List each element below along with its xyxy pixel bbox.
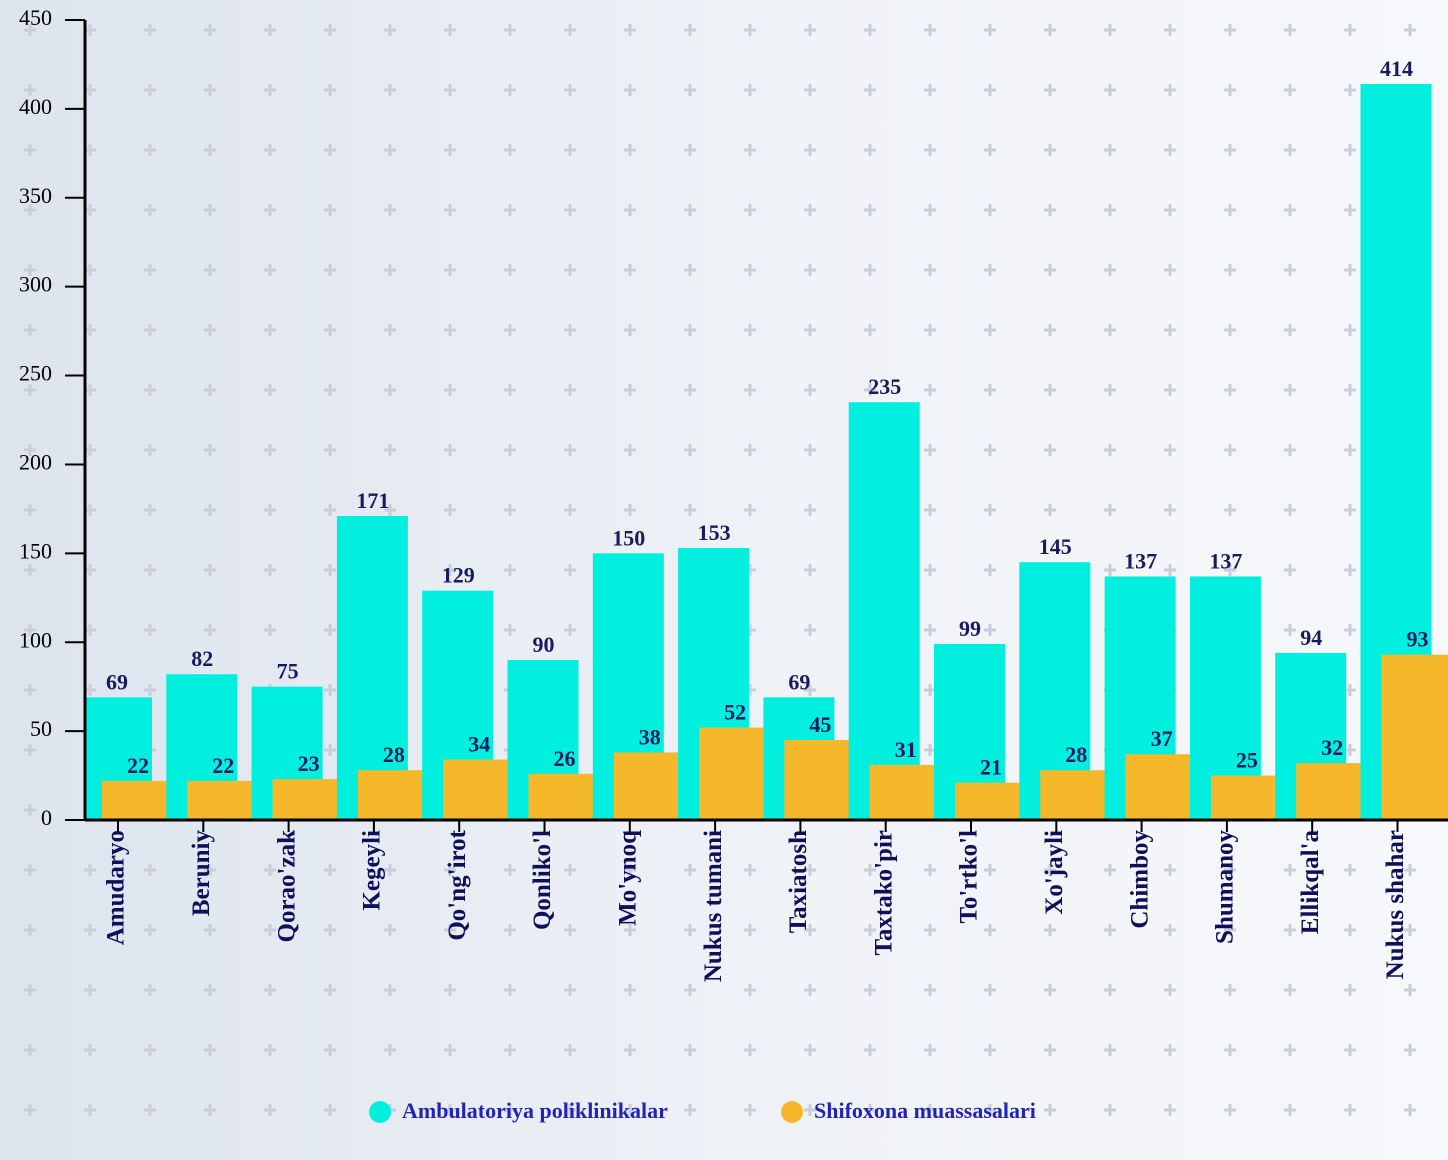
x-tick-label: Taxiatosh bbox=[785, 830, 812, 933]
value-label: 37 bbox=[1151, 726, 1173, 751]
value-label: 23 bbox=[298, 751, 320, 776]
x-tick-label: To'rtko'l bbox=[956, 830, 983, 924]
bar bbox=[613, 752, 684, 820]
y-tick-label: 450 bbox=[19, 5, 52, 30]
x-tick-label: Qonliko'l bbox=[529, 830, 556, 930]
value-label: 69 bbox=[788, 669, 810, 694]
value-label: 22 bbox=[127, 753, 149, 778]
value-label: 28 bbox=[383, 742, 405, 767]
value-label: 414 bbox=[1380, 56, 1413, 81]
x-tick-label: Chimboy bbox=[1126, 830, 1153, 929]
value-label: 26 bbox=[554, 746, 576, 771]
value-label: 75 bbox=[277, 659, 299, 684]
y-tick-label: 100 bbox=[19, 627, 52, 652]
y-tick-label: 300 bbox=[19, 272, 52, 297]
value-label: 28 bbox=[1065, 742, 1087, 767]
bar bbox=[955, 782, 1025, 820]
bar bbox=[1040, 770, 1111, 820]
bar bbox=[187, 780, 258, 820]
value-label: 137 bbox=[1124, 548, 1157, 573]
value-label: 32 bbox=[1321, 735, 1343, 760]
value-label: 94 bbox=[1300, 625, 1322, 650]
value-label: 153 bbox=[698, 520, 731, 545]
value-label: 69 bbox=[106, 669, 128, 694]
value-label: 90 bbox=[533, 632, 555, 657]
value-label: 171 bbox=[356, 488, 389, 513]
value-label: 235 bbox=[868, 374, 901, 399]
bar bbox=[357, 770, 428, 820]
x-tick-label: Nukus tumani bbox=[700, 830, 727, 982]
x-tick-label: Ellikqal'a bbox=[1297, 830, 1324, 935]
bar bbox=[699, 727, 770, 820]
bar bbox=[1210, 775, 1281, 820]
bar bbox=[443, 759, 514, 820]
x-tick-label: Amudaryo bbox=[103, 830, 130, 945]
y-tick-label: 50 bbox=[30, 716, 52, 741]
value-label: 34 bbox=[468, 732, 490, 757]
plot: 0 50 100 150 200 250 300 350 400 450 69 22 Amudaryo 8… bbox=[19, 5, 1448, 1123]
x-tick-label: Mo'ynoq bbox=[615, 830, 642, 926]
bar bbox=[1125, 754, 1196, 820]
value-label: 82 bbox=[191, 646, 213, 671]
value-label: 45 bbox=[809, 712, 831, 737]
bar bbox=[1296, 763, 1367, 820]
bar bbox=[102, 780, 172, 820]
y-tick-label: 0 bbox=[41, 805, 52, 830]
bar bbox=[848, 402, 920, 820]
x-tick-label: Beruniy bbox=[188, 830, 215, 917]
x-tick-label: Shumanoy bbox=[1212, 830, 1239, 944]
x-tick-label: Taxtako'pir bbox=[870, 830, 897, 956]
bar bbox=[1381, 654, 1448, 820]
y-tick-label: 200 bbox=[19, 449, 52, 474]
value-label: 129 bbox=[442, 563, 475, 588]
value-label: 150 bbox=[612, 525, 645, 550]
x-tick-label: Nukus shahar bbox=[1382, 830, 1409, 979]
x-tick-label: Qo'ng'irot bbox=[444, 829, 471, 940]
value-label: 25 bbox=[1236, 748, 1258, 773]
legend-marker bbox=[781, 1101, 803, 1123]
legend-label: Shifoxona muassasalari bbox=[814, 1098, 1036, 1123]
value-label: 52 bbox=[724, 700, 746, 725]
legend-label: Ambulatoriya poliklinikalar bbox=[402, 1098, 668, 1123]
y-tick-label: 350 bbox=[19, 183, 52, 208]
bar bbox=[528, 773, 599, 820]
x-tick-label: Qorao'zak bbox=[273, 830, 300, 943]
value-label: 21 bbox=[980, 755, 1002, 780]
value-label: 145 bbox=[1039, 534, 1072, 559]
value-label: 93 bbox=[1407, 627, 1429, 652]
bar bbox=[272, 779, 343, 820]
bar bbox=[869, 764, 940, 820]
bar bbox=[336, 516, 408, 820]
value-label: 137 bbox=[1209, 548, 1242, 573]
legend-marker bbox=[369, 1101, 391, 1123]
x-tick-label: Kegeyli bbox=[359, 830, 386, 911]
value-label: 31 bbox=[895, 737, 917, 762]
x-tick-label: Xo'jayli bbox=[1041, 830, 1068, 915]
y-tick-label: 150 bbox=[19, 538, 52, 563]
y-tick-label: 250 bbox=[19, 361, 52, 386]
value-label: 38 bbox=[639, 724, 661, 749]
value-label: 22 bbox=[212, 753, 234, 778]
bar bbox=[784, 740, 855, 820]
y-tick-label: 400 bbox=[19, 94, 52, 119]
value-label: 99 bbox=[959, 616, 981, 641]
